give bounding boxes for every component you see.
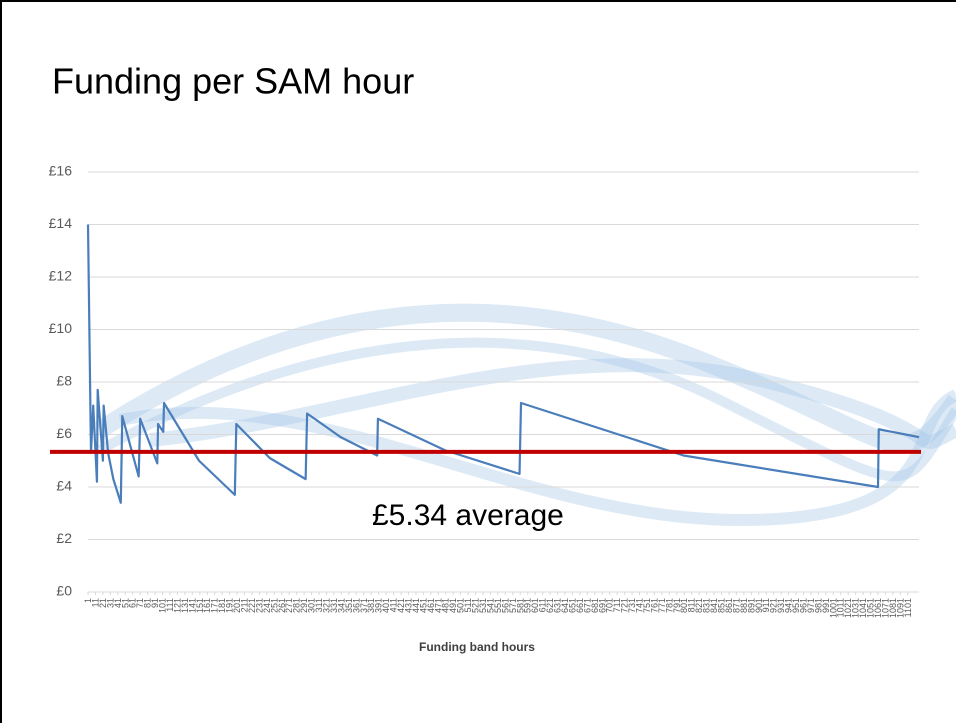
slide-border <box>1 1 956 723</box>
chart-title: Funding per SAM hour <box>52 61 414 102</box>
slide: Funding per SAM hour Funding band hours … <box>0 0 956 723</box>
y-tick-label: £16 <box>49 163 73 179</box>
y-tick-label: £12 <box>49 268 73 284</box>
x-tick-label: 1101 <box>903 598 913 617</box>
y-tick-label: £8 <box>56 373 72 389</box>
y-tick-label: £0 <box>56 583 72 599</box>
average-label: £5.34 average <box>372 499 564 532</box>
y-tick-label: £2 <box>56 530 72 546</box>
y-tick-label: £4 <box>56 478 72 494</box>
y-tick-label: £10 <box>49 320 73 336</box>
y-tick-label: £6 <box>56 425 72 441</box>
y-tick-label: £14 <box>49 215 73 231</box>
x-axis-title: Funding band hours <box>419 640 535 654</box>
